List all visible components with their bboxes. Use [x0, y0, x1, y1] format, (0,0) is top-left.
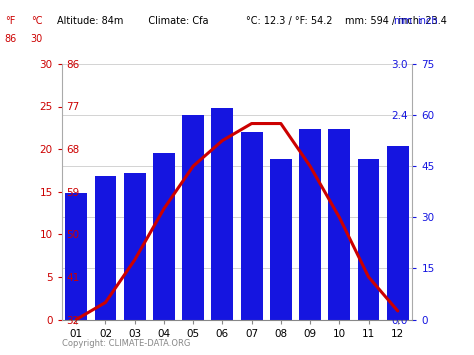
Bar	[211, 108, 233, 320]
Bar	[328, 129, 350, 320]
Bar	[65, 193, 87, 320]
Bar	[124, 173, 146, 320]
Text: °F: °F	[5, 16, 15, 26]
Text: mm: mm	[393, 16, 412, 26]
Text: 86: 86	[5, 34, 17, 44]
Bar	[182, 115, 204, 320]
Bar	[153, 153, 175, 320]
Bar	[94, 176, 117, 320]
Bar	[270, 159, 292, 320]
Text: Copyright: CLIMATE-DATA.ORG: Copyright: CLIMATE-DATA.ORG	[62, 339, 190, 348]
Bar	[299, 129, 321, 320]
Bar	[357, 159, 380, 320]
Bar	[387, 146, 409, 320]
Text: inch: inch	[417, 16, 438, 26]
Text: 30: 30	[31, 34, 43, 44]
Bar	[241, 132, 263, 320]
Text: Altitude: 84m        Climate: Cfa            °C: 12.3 / °F: 54.2    mm: 594 / in: Altitude: 84m Climate: Cfa °C: 12.3 / °F…	[57, 16, 447, 26]
Text: °C: °C	[31, 16, 42, 26]
